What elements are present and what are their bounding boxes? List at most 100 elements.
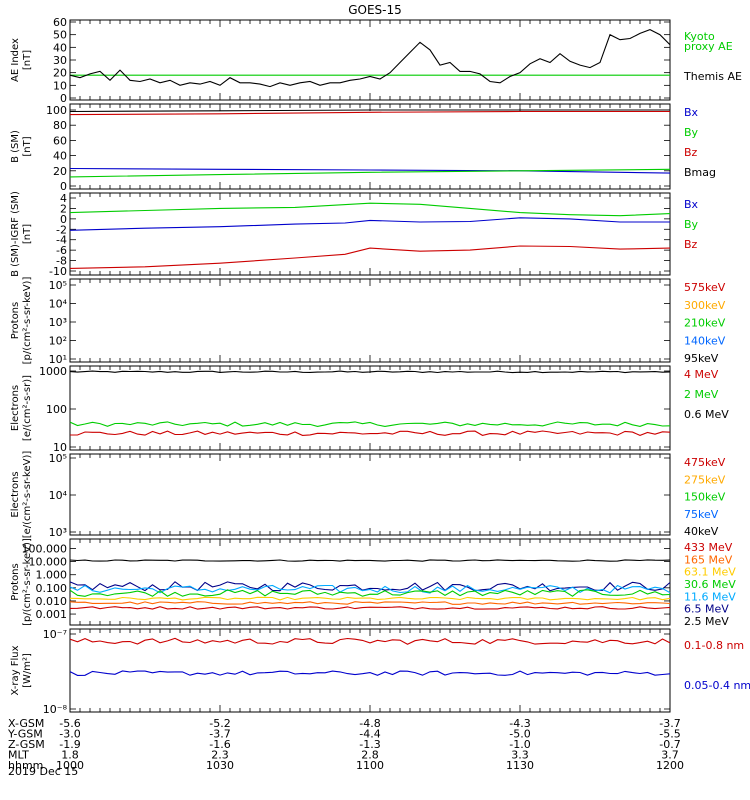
series-4-mev	[70, 430, 671, 436]
legend-entry: 575keV	[684, 281, 726, 294]
series-0-05-0-4-nm	[69, 670, 671, 676]
series-6-5-mev	[69, 581, 671, 592]
panel-frame	[69, 453, 671, 536]
footer-value: -5.6	[59, 717, 80, 730]
legend-entry: 30.6 MeV	[684, 578, 736, 591]
y-tick-label: 10⁻⁷	[43, 628, 67, 641]
legend-entry: 4 MeV	[684, 368, 719, 381]
y-axis-label: X-ray Flux	[10, 645, 21, 695]
legend-entry: 2.5 MeV	[684, 615, 729, 628]
legend-entry: Bx	[684, 198, 699, 211]
panel-frame	[69, 192, 671, 276]
y-tick-label: 0	[60, 180, 67, 193]
series-0-6-mev	[69, 370, 671, 374]
series-bx	[69, 217, 670, 231]
legend-entry: 63.1 MeV	[684, 566, 736, 579]
footer-row-label: Z-GSM	[8, 738, 45, 751]
series-433-mev	[69, 606, 671, 610]
y-axis-label: Electrons	[10, 471, 21, 517]
legend-entry: 2 MeV	[684, 388, 719, 401]
y-axis-label: [p/(cm²-s-sr-keV)]	[22, 277, 33, 365]
y-tick-label: 10⁴	[49, 489, 68, 502]
legend-entry: 11.6 MeV	[684, 590, 736, 603]
y-tick-label: -10	[49, 265, 67, 278]
series-bz	[69, 110, 670, 116]
y-tick-label: 1.000	[36, 569, 68, 582]
footer-row-label: MLT	[8, 749, 29, 762]
footer-value: 2.3	[211, 749, 229, 762]
footer-value: 1000	[56, 759, 84, 772]
y-axis-label: Electrons	[10, 385, 21, 431]
legend-entry: 140keV	[684, 334, 726, 347]
y-axis-label: B (SM)-IGRF (SM)	[10, 191, 21, 277]
y-tick-label: 10²	[49, 335, 67, 348]
y-tick-label: 10.000	[29, 556, 68, 569]
y-axis-label: [e/(cm²-s-sr)]	[22, 375, 33, 441]
y-tick-label: 10³	[49, 316, 67, 329]
y-tick-label: 40	[53, 150, 67, 163]
footer-value: 3.3	[511, 749, 529, 762]
panel-bigrf: 420-2-4-6-8-10 B (SM)-IGRF (SM) [nT] Bx By Bz	[10, 191, 699, 278]
y-tick-label: 40	[53, 41, 67, 54]
panel-frame	[69, 365, 671, 451]
legend-entry: proxy AE	[684, 40, 733, 53]
legend-entry: 275keV	[684, 473, 726, 486]
y-axis-label: B (SM)	[10, 130, 21, 163]
legend-entry: 0.6 MeV	[684, 408, 729, 421]
y-tick-label: 10	[53, 441, 67, 454]
legend-entry: By	[684, 126, 699, 139]
footer-value: -1.0	[509, 738, 530, 751]
legend-entry: 475keV	[684, 456, 726, 469]
footer-value: -0.7	[659, 738, 680, 751]
y-tick-label: 0.001	[36, 608, 68, 621]
panel-xray: 10⁻⁷ 10⁻⁸ X-ray Flux [W/m²] 0.1-0.8 nm 0.05-0…	[10, 628, 750, 716]
y-tick-label: 20	[53, 165, 67, 178]
footer-value: -5.0	[509, 728, 530, 741]
y-tick-label: 10⁴	[49, 298, 68, 311]
footer-value: 2.8	[361, 749, 379, 762]
y-tick-label: 100	[46, 403, 67, 416]
panel-protons_high: 0.0010.0100.1001.00010.000100.000Protons…	[10, 538, 736, 628]
legend-entry: 0.05-0.4 nm	[684, 679, 750, 692]
series-by	[69, 168, 671, 178]
y-tick-label: 10⁵	[49, 452, 67, 465]
legend-entry: 210keV	[684, 317, 726, 330]
legend-entry: 165 MeV	[684, 553, 733, 566]
footer-value: 1100	[356, 759, 384, 772]
footer-value: -5.5	[659, 728, 680, 741]
y-tick-label: 60	[53, 134, 67, 147]
y-tick-label: 10⁻⁸	[43, 703, 68, 716]
series-30-6-mev	[69, 589, 671, 597]
y-axis-label: [nT]	[22, 136, 33, 156]
panel-electrons_low: 10³ 10⁴ 10⁵ Electrons [e/(cm²-s-sr-keV)] 475k…	[10, 451, 726, 539]
series-0-1-0-8-nm	[69, 637, 671, 645]
footer-value: -1.3	[359, 738, 380, 751]
y-tick-label: 10³	[49, 526, 67, 539]
footer-date: 2019 Dec 15	[8, 765, 78, 778]
legend-entry: Bz	[684, 238, 698, 251]
y-axis-label: [nT]	[22, 50, 33, 70]
series-63-1-mev	[69, 596, 671, 601]
footer-value: -4.3	[509, 717, 530, 730]
footer-row-label: Y-GSM	[7, 728, 43, 741]
legend-entry: 300keV	[684, 299, 726, 312]
y-tick-label: 1000	[39, 365, 67, 378]
footer-value: 1130	[506, 759, 534, 772]
panel-frame	[69, 19, 671, 101]
panel-bsm: 0 20 40 60 80 100 B (SM) [nT] Bx By Bz Bmag	[10, 103, 716, 193]
series-bz	[69, 245, 671, 269]
legend-entry: Bx	[684, 106, 699, 119]
legend-entry: 75keV	[684, 508, 719, 521]
series-by	[69, 202, 671, 217]
panel-frame	[69, 538, 671, 626]
footer-value: 1.8	[61, 749, 79, 762]
y-tick-label: 0.010	[36, 595, 68, 608]
y-tick-label: 80	[53, 119, 67, 132]
footer-value: -3.0	[59, 728, 80, 741]
legend-entry: 0.1-0.8 nm	[684, 639, 744, 652]
y-axis-label: [nT]	[22, 224, 33, 244]
y-tick-label: -8	[56, 255, 67, 268]
panel-electrons_high: 10 100 1000 Electrons [e/(cm²-s-sr)] 4 MeV 2 M…	[10, 365, 729, 454]
